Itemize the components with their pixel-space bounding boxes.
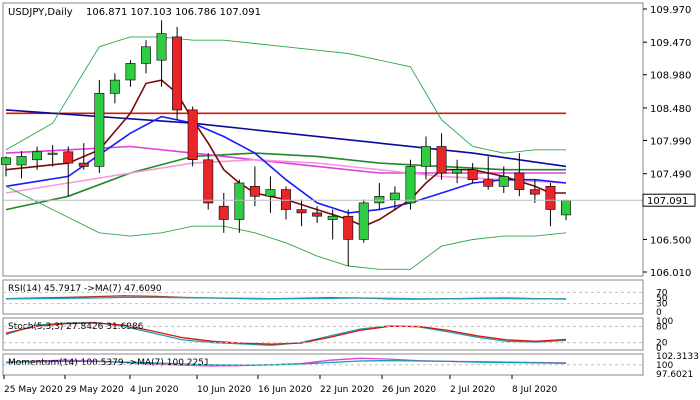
candle-body <box>312 212 322 217</box>
candle-body <box>420 146 431 167</box>
stoch_sig-line <box>5 322 567 345</box>
rsi-label: RSI(14) 45.7917 ->MA(7) 47.6090 <box>8 284 162 294</box>
candle-body <box>187 109 198 161</box>
candle-body <box>545 186 556 210</box>
date-tick-label: 8 Jul 2020 <box>512 385 557 395</box>
date-tick-label: 25 May 2020 <box>4 385 63 395</box>
indicator-tick-label: 97.6021 <box>656 370 693 380</box>
stoch-label: Stoch(5,3,3) 27.8426 31.6986 <box>8 322 144 332</box>
candle-body <box>529 189 540 195</box>
candle-body <box>374 196 385 204</box>
stoch-plot <box>5 321 567 346</box>
date-tick-label: 16 Jun 2020 <box>258 385 312 395</box>
candle-body <box>218 205 229 220</box>
candle-body <box>514 172 525 190</box>
bb-line <box>5 36 566 154</box>
candle-body <box>141 46 151 64</box>
price-tick-label: 107.990 <box>650 136 691 147</box>
stoch-panel-frame <box>2 317 644 351</box>
indicator-tick-label: 50 <box>656 294 668 304</box>
candle-body <box>47 152 58 155</box>
candle-body <box>296 209 307 214</box>
price-plot <box>0 20 571 270</box>
indicator-tick-label: 80 <box>656 322 668 332</box>
price-axis: 109.970 109.470 108.980 108.480 107.990 107.4… <box>643 5 691 279</box>
stoch_main-line <box>5 296 566 300</box>
indicator-tick-label: 0 <box>656 344 662 354</box>
candle-body <box>389 192 400 200</box>
date-tick-label: 26 Jun 2020 <box>382 385 436 395</box>
indicator-tick-label: 0 <box>656 308 662 318</box>
price-tick-label: 106.010 <box>650 268 691 279</box>
momentum-label: Momentum(14) 100.5379 ->MA(7) 100.2251 <box>8 358 210 368</box>
candle-body <box>94 93 105 167</box>
price-tick-label: 108.980 <box>650 71 691 82</box>
main-panel-frame <box>2 2 644 277</box>
price-tick-label: 109.970 <box>650 5 691 16</box>
candle-body <box>203 159 214 204</box>
candle-body <box>0 157 11 165</box>
candle-body <box>78 162 89 167</box>
candle-body <box>172 36 182 111</box>
indicator-tick-label: 102.3133 <box>656 352 699 362</box>
price-tick-label: 108.480 <box>650 104 691 115</box>
date-tick-label: 22 Jun 2020 <box>320 385 374 395</box>
candle-body <box>32 151 43 161</box>
candle-body <box>452 169 462 174</box>
blue_ma-line <box>5 115 567 214</box>
candle-body <box>327 215 338 220</box>
current-price-marker <box>642 193 696 207</box>
price-tick-label: 106.500 <box>650 235 691 246</box>
indicator-tick-label: 100 <box>656 361 673 371</box>
date-tick-label: 29 May 2020 <box>65 385 124 395</box>
candle-body <box>467 169 478 180</box>
indicator-tick-label: 20 <box>656 339 668 349</box>
candle-body <box>280 189 291 210</box>
indicator-tick-label: 100 <box>656 317 673 327</box>
candle-body <box>156 33 167 61</box>
symbol-label: USDJPY,Daily <box>8 7 73 18</box>
candle-body <box>234 182 245 220</box>
date-tick-label: 2 Jul 2020 <box>450 385 495 395</box>
ohlc-label: 106.871 107.103 106.786 107.091 <box>86 7 261 18</box>
price-tick-label: 107.490 <box>650 170 691 181</box>
rsi-plot <box>5 295 567 300</box>
candle-body <box>16 156 27 166</box>
candle-body <box>483 179 494 187</box>
candle-body <box>125 63 136 81</box>
candle-body <box>249 186 260 197</box>
candle-body <box>109 79 120 94</box>
candle-body <box>560 200 571 216</box>
date-tick-label: 4 Jun 2020 <box>130 385 179 395</box>
candle-body <box>358 202 369 240</box>
indicator-tick-label: 70 <box>656 288 668 298</box>
current-price-label: 107.091 <box>647 196 688 207</box>
candle-body <box>63 151 74 164</box>
candle-body <box>436 146 447 174</box>
bb-line <box>5 185 567 270</box>
indicator-tick-label: 30 <box>656 300 668 310</box>
candle-body <box>405 166 416 204</box>
price-tick-label: 109.470 <box>650 38 691 49</box>
date-tick-label: 10 Jun 2020 <box>197 385 251 395</box>
date-axis: 25 May 2020 29 May 2020 4 Jun 2020 10 Jun 2… <box>3 375 557 395</box>
rsi-panel-frame <box>2 279 644 315</box>
candle-body <box>498 176 509 187</box>
candle-body <box>343 215 354 240</box>
candle-body <box>265 189 276 197</box>
